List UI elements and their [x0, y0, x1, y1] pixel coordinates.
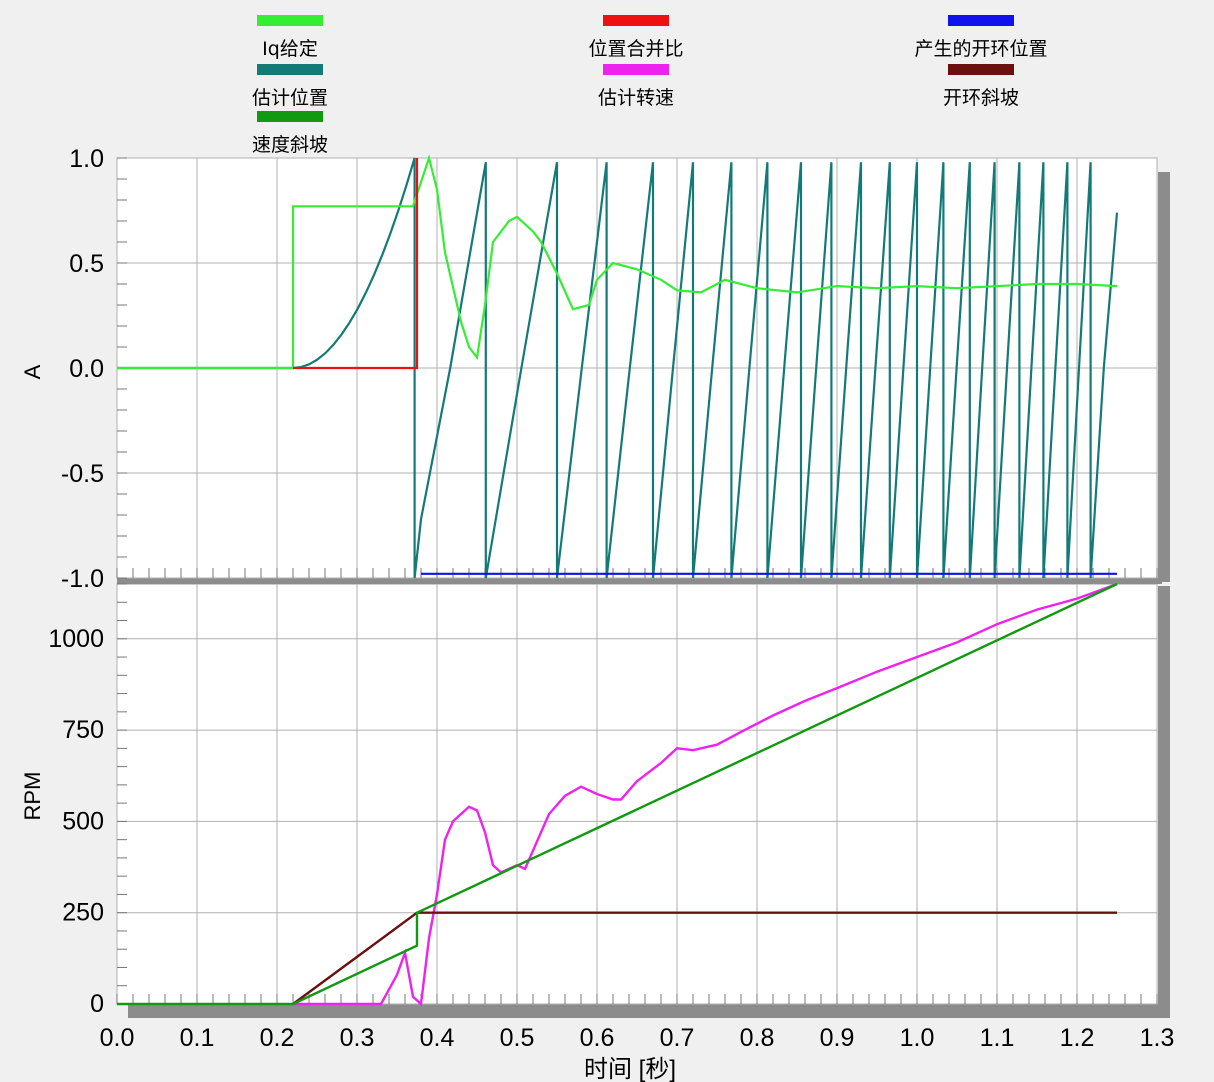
series-line: [117, 154, 1118, 370]
series-line: [117, 582, 1118, 1006]
x-tick-label: 0.7: [660, 1024, 695, 1052]
legend-swatch: [257, 111, 323, 122]
legend-item: 产生的开环位置: [881, 15, 1081, 61]
y-tick-label: 1.0: [69, 145, 104, 173]
x-tick-label: 1.3: [1140, 1024, 1175, 1052]
legend-label: 速度斜坡: [251, 134, 328, 156]
x-tick-label: 0.3: [340, 1024, 375, 1052]
legend-swatch: [257, 64, 323, 75]
legend-swatch: [257, 15, 323, 26]
legend-label: 位置合并比: [588, 38, 684, 60]
x-axis-label: 时间 [秒]: [584, 1056, 676, 1082]
series-line: [117, 157, 1119, 579]
y-tick-label: 1000: [48, 625, 104, 653]
legend-swatch: [948, 15, 1014, 26]
y-tick-label: 750: [62, 716, 104, 744]
legend-swatch: [603, 64, 669, 75]
top-y-axis-label: A: [20, 364, 45, 379]
y-tick-label: -0.5: [61, 460, 104, 488]
legend-label: 产生的开环位置: [914, 38, 1048, 60]
x-tick-label: 0.2: [260, 1024, 295, 1052]
legend-item: 位置合并比: [536, 15, 736, 61]
legend-item: Iq给定: [190, 15, 390, 61]
legend-swatch: [948, 64, 1014, 75]
legend-swatch: [603, 15, 669, 26]
x-tick-label: 0.1: [180, 1024, 215, 1052]
x-tick-label: 0.0: [100, 1024, 135, 1052]
bottom-y-tick-labels: 1000 750 500 250 0: [48, 625, 104, 1018]
y-tick-label: 250: [62, 899, 104, 927]
legend-label: 开环斜坡: [942, 87, 1019, 109]
x-tick-label: 0.6: [580, 1024, 615, 1052]
x-tick-label: 0.4: [420, 1024, 455, 1052]
x-tick-labels: 0.0 0.1 0.2 0.3 0.4 0.5 0.6 0.7 0.8 0.9 1.0 1.1 1.2 1…: [100, 1024, 1175, 1052]
x-tick-label: 1.0: [900, 1024, 935, 1052]
legend-item: 估计位置: [190, 64, 390, 110]
panel-shadow: [1158, 172, 1170, 582]
legend-item: 开环斜坡: [881, 64, 1081, 110]
x-tick-label: 0.9: [820, 1024, 855, 1052]
y-tick-label: -1.0: [61, 565, 104, 593]
panel-divider: [117, 578, 1162, 584]
legend-item: 估计转速: [536, 64, 736, 110]
legend-item: 速度斜坡: [190, 111, 390, 157]
legend-label: Iq给定: [262, 38, 318, 60]
y-tick-label: 0.5: [69, 250, 104, 278]
bottom-series: [117, 582, 1118, 1007]
legend-label: 估计位置: [251, 87, 328, 109]
series-line: [293, 582, 1118, 1007]
legend: Iq给定 位置合并比 产生的开环位置 估计位置 估计转速 开环斜坡 速度斜坡: [0, 0, 1214, 158]
series-line: [293, 158, 419, 370]
bottom-y-axis-label: RPM: [20, 772, 45, 821]
panel-shadow: [128, 1004, 1170, 1018]
y-tick-label: 0.0: [69, 355, 104, 383]
bottom-plot-area: [116, 583, 1158, 1005]
x-tick-label: 0.5: [500, 1024, 535, 1052]
legend-label: 估计转速: [597, 87, 674, 109]
panel-shadow: [1158, 586, 1170, 1018]
y-tick-label: 500: [62, 807, 104, 835]
x-tick-label: 0.8: [740, 1024, 775, 1052]
top-series: [117, 154, 1119, 579]
x-tick-label: 1.2: [1060, 1024, 1095, 1052]
x-tick-label: 1.1: [980, 1024, 1015, 1052]
top-y-tick-labels: 1.0 0.5 0.0 -0.5 -1.0: [61, 145, 104, 593]
y-tick-label: 0: [90, 990, 104, 1018]
